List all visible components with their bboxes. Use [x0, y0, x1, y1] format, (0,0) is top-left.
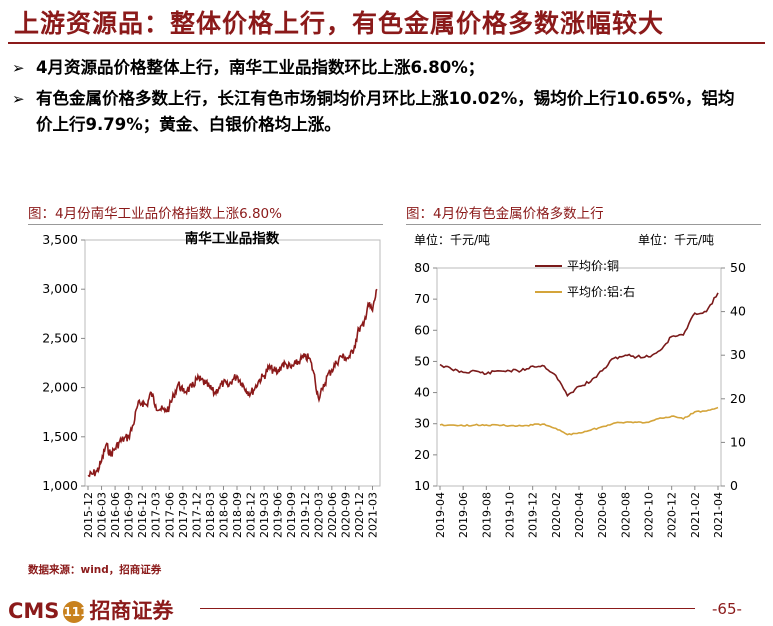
footer-divider: [200, 608, 695, 609]
chart1-xtick-label: 2017-06: [163, 492, 176, 538]
chart1-caption: 图：4月份南华工业品价格指数上涨6.80%: [28, 206, 282, 222]
chart1-xtick-label: 2018-06: [217, 492, 230, 538]
chart2-ytick-left-label: 40: [414, 385, 430, 400]
bullet-arrow-icon: ➢: [12, 59, 25, 77]
chart2-xtick-label: 2019-04: [434, 492, 447, 538]
chart2-series-aluminum-line: [439, 406, 719, 436]
chart2-xtick-label: 2019-06: [457, 492, 470, 538]
chart1-xtick-label: 2016-09: [123, 492, 136, 538]
chart1-plot-area: [84, 239, 381, 487]
chart2-plot-area: [436, 267, 722, 487]
chart2-caption: 图：4月份有色金属价格多数上行: [406, 206, 604, 222]
logo-text-left: CMS: [8, 599, 60, 623]
chart2-xtick-label: 2020-04: [573, 492, 586, 538]
chart2-xtick-label: 2019-12: [527, 492, 540, 538]
company-logo: CMS 111招商证券: [8, 595, 173, 625]
chart2-ytick-right-label: 20: [730, 391, 746, 406]
chart2-ytick-right-label: 40: [730, 304, 746, 319]
chart1-xtick-label: 2015-12: [82, 492, 95, 538]
chart1-xtick-label: 2019-06: [272, 492, 285, 538]
chart2-xtick-label: 2020-08: [619, 492, 632, 538]
bullet-item-1: ➢ 4月资源品价格整体上行，南华工业品指数环比上涨6.80%；: [12, 55, 736, 81]
bullet-text-2: 有色金属价格多数上行，长江有色市场铜均价月环比上涨10.02%，锡均价上行10.…: [36, 89, 735, 134]
chart2-xtick-label: 2019-10: [504, 492, 517, 538]
chart2-ytick-left-label: 80: [414, 260, 430, 275]
chart2-xtick-label: 2021-02: [689, 492, 702, 538]
chart1-ytick-label: 2,000: [42, 380, 78, 395]
chart2-ytick-right-label: 50: [730, 260, 746, 275]
chart2-xtick-label: 2019-08: [480, 492, 493, 538]
chart2-ytick-right-label: 10: [730, 434, 746, 449]
chart1-ytick-label: 3,000: [42, 281, 78, 296]
chart1-xtick-label: 2018-12: [245, 492, 258, 538]
chart2-ytick-left-label: 50: [414, 353, 430, 368]
chart1-xtick-label: 2016-06: [109, 492, 122, 538]
chart2-series-copper-line: [439, 292, 719, 398]
legend-copper-label: 平均价:铜: [567, 258, 619, 273]
chart1-xtick-label: 2020-09: [339, 492, 352, 538]
chart1-xtick-label: 2020-12: [353, 492, 366, 538]
chart1-title: 南华工业品指数: [185, 230, 280, 247]
chart1-xtick-label: 2017-03: [150, 492, 163, 538]
title-divider: [8, 42, 765, 44]
chart2-xtick-label: 2020-02: [550, 492, 563, 538]
chart1-xtick-label: 2018-09: [231, 492, 244, 538]
chart1-xtick-label: 2020-03: [312, 492, 325, 538]
chart1-xtick-label: 2020-06: [326, 492, 339, 538]
chart1-xtick-label: 2017-12: [190, 492, 203, 538]
chart1-ytick-label: 2,500: [42, 330, 78, 345]
chart1-series-line: [87, 288, 378, 478]
chart2-ytick-left-label: 20: [414, 447, 430, 462]
logo-badge-icon: 111: [63, 601, 89, 623]
chart2-caption-rule: [406, 224, 761, 225]
chart2-xtick-label: 2020-06: [596, 492, 609, 538]
chart1-xtick-label: 2016-03: [96, 492, 109, 538]
chart1-xtick-label: 2019-09: [285, 492, 298, 538]
page-number: -65-: [712, 600, 742, 618]
chart2-ytick-left-label: 70: [414, 291, 430, 306]
chart2-ytick-left-label: 60: [414, 322, 430, 337]
chart1-xtick-label: 2019-12: [299, 492, 312, 538]
logo-text-right: 招商证券: [89, 599, 174, 623]
chart1-ytick-label: 3,500: [42, 232, 78, 247]
legend-aluminum-label: 平均价:铝:右: [567, 284, 635, 299]
bullet-item-2: ➢ 有色金属价格多数上行，长江有色市场铜均价月环比上涨10.02%，锡均价上行1…: [12, 86, 736, 138]
chart2-xtick-label: 2020-10: [643, 492, 656, 538]
chart1-caption-rule: [28, 224, 383, 225]
data-source: 数据来源：wind，招商证券: [28, 564, 162, 576]
chart1-ytick-label: 1,000: [42, 478, 78, 493]
chart1-ytick-label: 1,500: [42, 429, 78, 444]
chart2-ylabel-right: 单位：千元/吨: [638, 232, 714, 247]
chart1-xtick-label: 2017-09: [177, 492, 190, 538]
chart2-ytick-right-label: 30: [730, 347, 746, 362]
chart2-ylabel-left: 单位：千元/吨: [414, 232, 490, 247]
bullet-arrow-icon: ➢: [12, 90, 25, 108]
page-title: 上游资源品：整体价格上行，有色金属价格多数涨幅较大: [14, 9, 665, 38]
chart1-xtick-label: 2018-03: [204, 492, 217, 538]
chart2-xtick-label: 2020-12: [666, 492, 679, 538]
chart2-ytick-left-label: 30: [414, 416, 430, 431]
chart2-ytick-right-label: 0: [730, 478, 738, 493]
chart1-xtick-label: 2016-12: [136, 492, 149, 538]
chart1-xtick-label: 2019-03: [258, 492, 271, 538]
chart2-ytick-left-label: 10: [414, 478, 430, 493]
chart2-xtick-label: 2021-04: [712, 492, 725, 538]
chart1-xtick-label: 2021-03: [366, 492, 379, 538]
bullet-text-1: 4月资源品价格整体上行，南华工业品指数环比上涨6.80%；: [36, 58, 485, 77]
